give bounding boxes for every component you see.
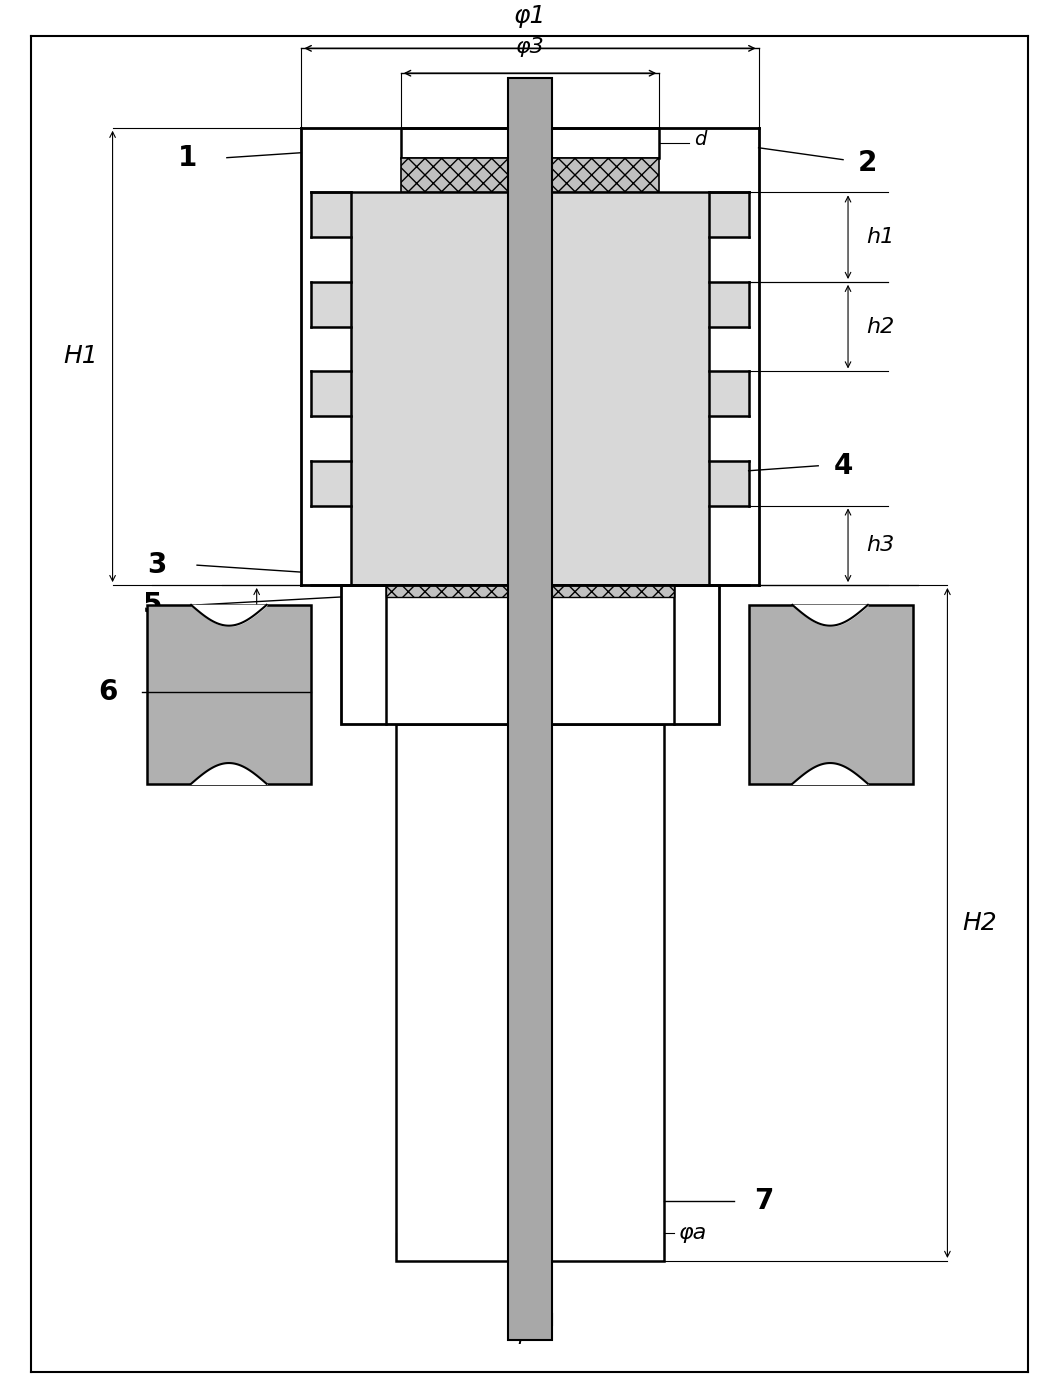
Bar bbox=[400, 158, 659, 192]
Text: 7: 7 bbox=[754, 1187, 773, 1215]
Text: φa: φa bbox=[679, 1224, 707, 1243]
Bar bbox=[311, 371, 749, 416]
Text: φ1: φ1 bbox=[514, 4, 546, 28]
Bar bbox=[352, 192, 708, 585]
Bar bbox=[540, 127, 659, 158]
Text: H1: H1 bbox=[64, 344, 97, 368]
Bar bbox=[508, 78, 552, 1340]
Text: 4: 4 bbox=[833, 452, 852, 480]
Text: 5: 5 bbox=[143, 591, 162, 619]
Text: h1: h1 bbox=[866, 227, 894, 248]
Text: H2: H2 bbox=[963, 911, 997, 935]
Bar bbox=[311, 281, 749, 326]
Text: φ3: φ3 bbox=[516, 38, 544, 57]
Bar bbox=[550, 585, 675, 596]
Text: 1: 1 bbox=[178, 144, 197, 172]
Text: φ2: φ2 bbox=[514, 1324, 542, 1344]
Text: 2: 2 bbox=[858, 148, 878, 176]
Bar bbox=[385, 585, 510, 596]
Bar bbox=[302, 127, 311, 585]
Text: 3: 3 bbox=[147, 552, 167, 580]
Bar bbox=[396, 724, 664, 1261]
Bar bbox=[311, 192, 749, 237]
Text: 6: 6 bbox=[97, 679, 118, 707]
Text: d: d bbox=[694, 130, 706, 150]
Bar bbox=[341, 585, 719, 724]
Text: H3: H3 bbox=[265, 634, 295, 655]
Text: h3: h3 bbox=[866, 535, 894, 556]
Bar bbox=[311, 461, 749, 505]
Text: h2: h2 bbox=[866, 316, 894, 336]
Bar bbox=[400, 127, 520, 158]
Bar bbox=[147, 605, 311, 784]
Bar bbox=[749, 127, 758, 585]
Bar bbox=[749, 605, 913, 784]
